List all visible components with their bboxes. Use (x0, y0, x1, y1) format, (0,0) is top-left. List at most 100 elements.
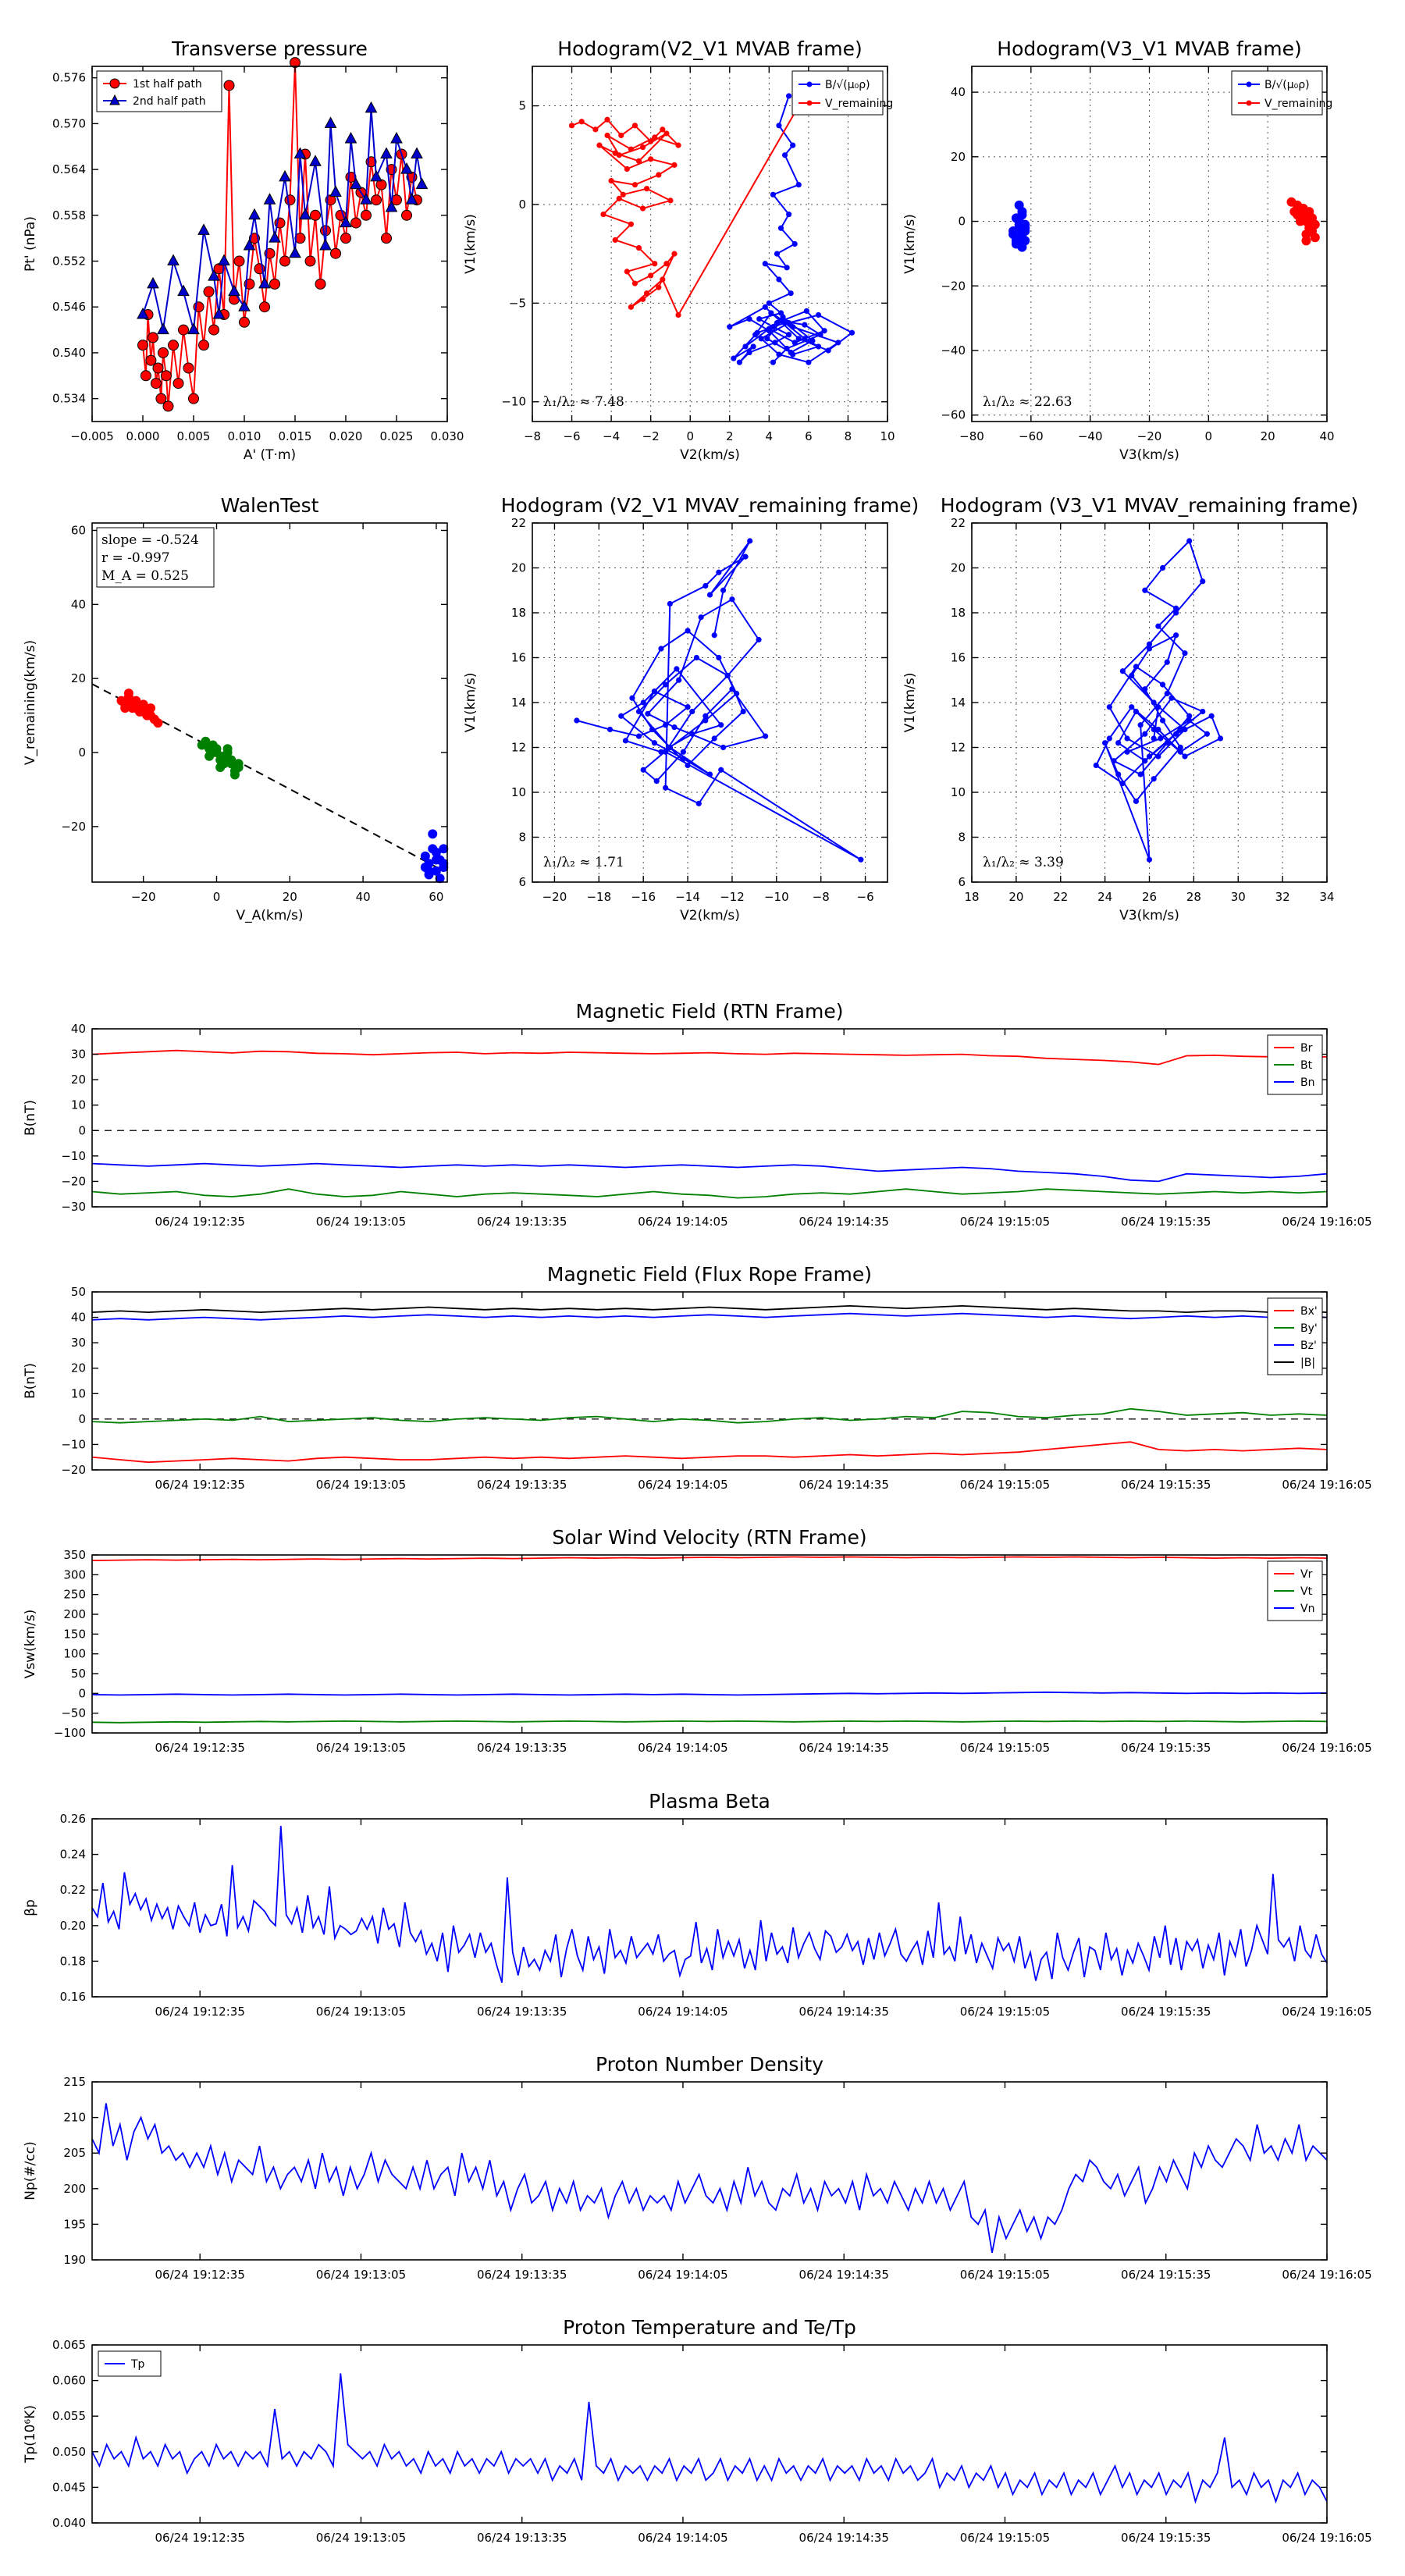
y-tick-label: 20 (71, 1073, 86, 1087)
data-point (149, 714, 159, 724)
data-point (201, 736, 211, 746)
data-point (762, 261, 768, 267)
data-point (134, 703, 144, 713)
data-point (239, 316, 250, 328)
x-tick-label: 06/24 19:14:35 (799, 1741, 889, 1755)
series-line-By' (91, 1407, 1328, 1424)
y-axis-label: V1(km/s) (463, 214, 478, 274)
x-axis-label: V2(km/s) (680, 447, 740, 463)
data-point (222, 744, 233, 754)
y-tick-label: 8 (958, 831, 966, 845)
x-tick-label: 20 (1008, 890, 1023, 904)
data-point (622, 738, 629, 744)
y-tick-label: −60 (941, 408, 966, 422)
chart-h1: Hodogram(V2_V1 MVAB frame) V1(km/s) −10 −5 0… (463, 37, 895, 463)
x-tick-label: 0 (213, 890, 221, 904)
y-tick-label: 20 (511, 561, 526, 575)
y-tick-label: 0.558 (52, 208, 86, 222)
data-point (243, 238, 256, 251)
data-point (786, 332, 792, 338)
series-line-Br (91, 1049, 1328, 1066)
y-tick-label: 18 (511, 606, 526, 620)
data-point (1133, 664, 1140, 670)
x-tick-label: 06/24 19:15:35 (1121, 1478, 1211, 1492)
y-tick-label: 0.18 (60, 1954, 86, 1968)
y-tick-label: 18 (951, 606, 966, 620)
data-point (263, 193, 276, 205)
y-tick-label: 50 (71, 1667, 86, 1681)
data-point (640, 699, 646, 706)
x-tick-label: −10 (764, 890, 789, 904)
data-point (1168, 695, 1175, 701)
data-point (1186, 717, 1193, 724)
data-point (228, 284, 240, 297)
data-point (612, 237, 618, 244)
x-tick-label: 06/24 19:14:05 (638, 2531, 727, 2545)
x-tick-label: 06/24 19:16:05 (1282, 2268, 1371, 2282)
legend-label: Br (1300, 1042, 1313, 1055)
y-tick-label: 10 (71, 1098, 86, 1112)
data-point (1164, 659, 1170, 665)
data-point (1129, 672, 1135, 679)
data-point (1142, 686, 1148, 692)
y-tick-label: −20 (941, 279, 966, 293)
data-point (431, 855, 441, 865)
chart-title: Hodogram (V3_V1 MVAV_remaining frame) (941, 494, 1359, 517)
data-point (1164, 740, 1170, 746)
x-tick-label: −6 (857, 890, 874, 904)
data-point (802, 322, 808, 328)
y-tick-label: 210 (63, 2111, 86, 2125)
legend-label: Bt (1300, 1059, 1313, 1072)
data-point (1204, 731, 1211, 737)
data-point (768, 310, 774, 316)
x-tick-label: 06/24 19:14:05 (638, 2005, 727, 2019)
data-point (1173, 731, 1179, 737)
data-point (689, 708, 695, 715)
x-tick-label: −12 (720, 890, 745, 904)
y-tick-label: 0.534 (52, 392, 86, 406)
x-tick-label: −18 (586, 890, 611, 904)
series-line-1st half path (142, 62, 418, 407)
y-tick-label: 300 (63, 1567, 86, 1582)
legend-marker (109, 78, 120, 89)
data-point (702, 582, 709, 589)
chart-title: Transverse pressure (171, 37, 368, 60)
chart-tpx: Proton Temperature and Te/Tp Tp(10⁶K) 0.04… (23, 2316, 1372, 2545)
eigen-ratio-annotation: λ₁/λ₂ ≈ 3.39 (983, 855, 1064, 870)
x-tick-label: 6 (805, 429, 813, 443)
x-tick-label: 06/24 19:13:35 (477, 1478, 567, 1492)
stats-line: r = -0.997 (101, 550, 170, 566)
data-point (1200, 578, 1206, 585)
y-tick-label: −30 (61, 1200, 86, 1214)
data-point (729, 596, 735, 603)
x-tick-label: 10 (880, 429, 895, 443)
y-tick-label: 22 (951, 516, 966, 530)
data-point (167, 254, 180, 266)
data-point (689, 731, 695, 737)
data-point (685, 628, 691, 634)
chart-mf_fr: Magnetic Field (Flux Rope Frame) B(nT) −20… (23, 1263, 1372, 1492)
data-point (596, 142, 603, 148)
legend-box (1231, 70, 1323, 116)
data-point (1129, 704, 1135, 710)
data-point (428, 829, 438, 839)
data-point (424, 866, 434, 876)
data-point (624, 165, 630, 173)
data-point (640, 767, 646, 773)
data-point (344, 131, 357, 144)
legend-marker (1246, 100, 1252, 106)
y-tick-label: 10 (951, 785, 966, 799)
y-tick-label: 0.045 (52, 2480, 86, 2494)
data-point (1124, 735, 1130, 742)
legend-marker (1246, 81, 1252, 87)
data-point (1177, 744, 1183, 751)
data-point (203, 286, 215, 297)
data-point (147, 276, 159, 289)
data-point (223, 80, 235, 91)
data-point (137, 307, 149, 319)
x-tick-label: −8 (524, 429, 541, 443)
data-point (663, 785, 669, 791)
legend-label: Vr (1300, 1568, 1313, 1581)
y-tick-label: −40 (941, 343, 966, 358)
data-point (1137, 722, 1144, 728)
